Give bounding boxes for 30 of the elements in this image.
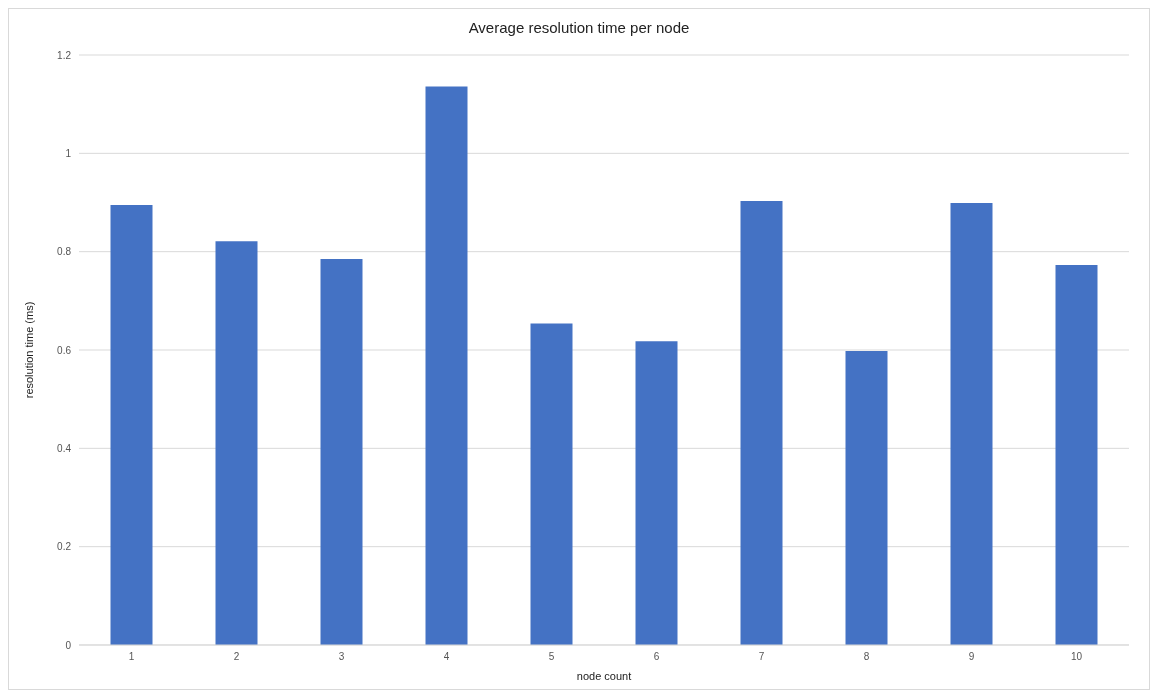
x-tick-label: 1: [128, 651, 135, 663]
y-tick-label: 1.2: [57, 49, 72, 61]
bar: [110, 204, 153, 645]
y-tick-label: 0: [65, 639, 72, 651]
x-tick-label: 4: [443, 651, 450, 663]
bar: [215, 241, 258, 645]
bar: [845, 350, 888, 645]
x-tick-label: 8: [863, 651, 870, 663]
bar: [1055, 264, 1098, 645]
y-tick-label: 0.8: [57, 246, 72, 258]
chart-title: Average resolution time per node: [467, 18, 691, 38]
x-axis-title: node count: [576, 670, 632, 682]
x-tick-label: 2: [233, 651, 240, 663]
bar: [320, 259, 363, 645]
y-tick-label: 0.4: [57, 442, 72, 454]
x-tick-label: 3: [338, 651, 345, 663]
bar: [950, 202, 993, 645]
bar: [425, 86, 468, 645]
bar: [740, 201, 783, 645]
x-tick-label: 5: [548, 651, 555, 663]
x-tick-label: 6: [653, 651, 660, 663]
y-tick-label: 1: [65, 147, 72, 159]
x-tick-label: 10: [1070, 651, 1083, 663]
x-tick-label: 7: [758, 651, 765, 663]
y-axis-title: resolution time (ms): [22, 301, 35, 399]
bar: [530, 323, 573, 645]
y-tick-label: 0.2: [57, 541, 72, 553]
bar: [635, 341, 678, 645]
x-tick-label: 9: [968, 651, 975, 663]
y-tick-label: 0.6: [57, 344, 72, 356]
